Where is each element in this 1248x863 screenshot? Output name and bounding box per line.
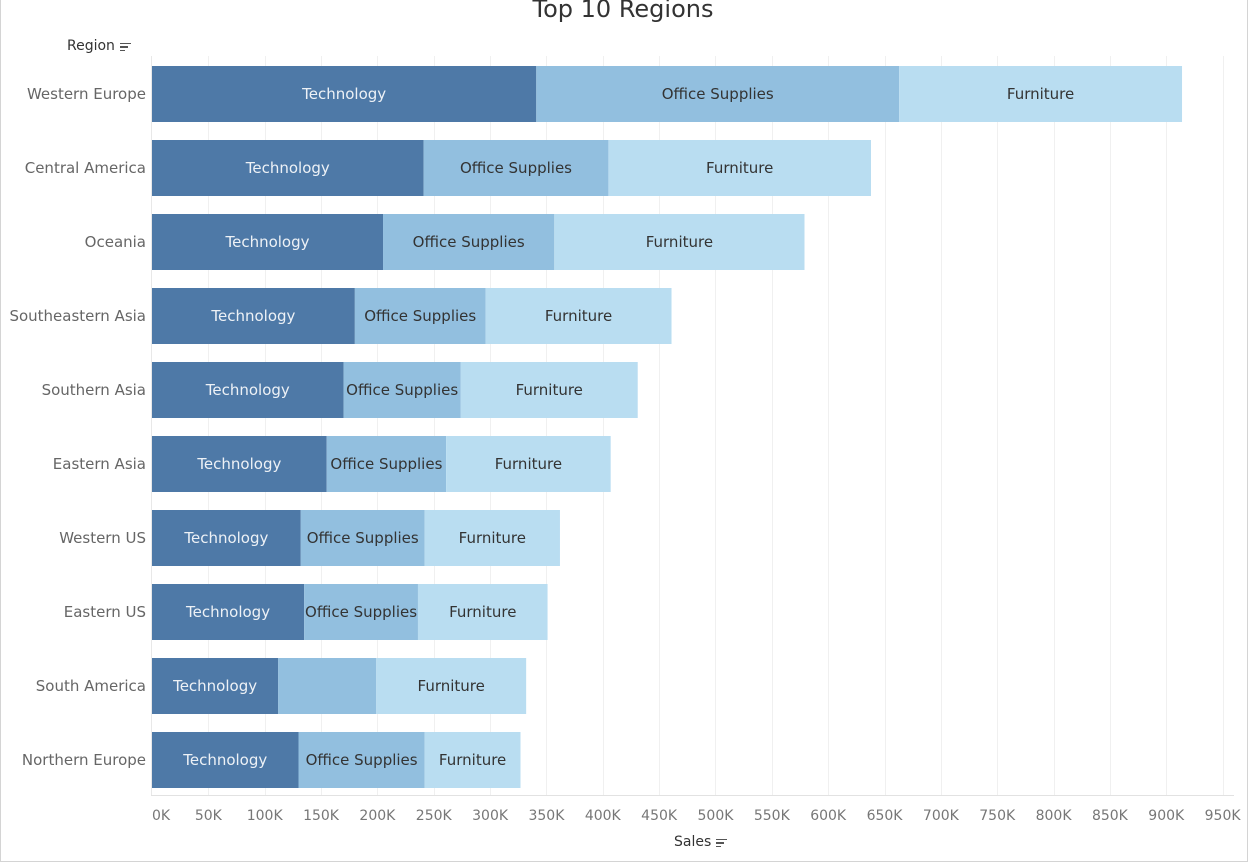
x-tick-label: 400K — [585, 808, 622, 824]
bar-segment[interactable] — [536, 66, 900, 122]
x-tick-label: 100K — [247, 808, 284, 824]
x-tick-label: 550K — [754, 808, 791, 824]
bar-segment-label: Office Supplies — [364, 307, 476, 325]
bar-segment-label: Furniture — [418, 677, 485, 695]
bar-segment[interactable] — [485, 288, 672, 344]
x-tick-label: 700K — [923, 808, 960, 824]
bar-segment[interactable] — [326, 436, 447, 492]
bar-segment-label: Technology — [205, 381, 290, 399]
bar-segment-label: Furniture — [439, 751, 506, 769]
bar-segment-label: Technology — [301, 85, 386, 103]
sales-axis-header[interactable]: Sales — [674, 834, 728, 850]
bar-segment[interactable] — [376, 658, 527, 714]
region-label: Western US — [59, 529, 146, 547]
x-tick-label: 600K — [810, 808, 847, 824]
bar-segment[interactable] — [417, 584, 548, 640]
bar-segment-label: Office Supplies — [330, 455, 442, 473]
region-label: Northern Europe — [22, 751, 146, 769]
bar-segment[interactable] — [304, 584, 418, 640]
bar-segment[interactable] — [152, 436, 327, 492]
bar-segment-label: Furniture — [1007, 85, 1074, 103]
bar-segment-label: Furniture — [459, 529, 526, 547]
bar-segment-label: Office Supplies — [662, 85, 774, 103]
bar-segment-label: Office Supplies — [460, 159, 572, 177]
bar-segment[interactable] — [460, 362, 638, 418]
bar-segment-label: Technology — [196, 455, 281, 473]
bar-segment[interactable] — [152, 214, 384, 270]
region-label: Southeastern Asia — [9, 307, 146, 325]
bar-segment[interactable] — [608, 140, 871, 196]
bar-segment[interactable] — [152, 510, 301, 566]
bar-segment[interactable] — [300, 510, 425, 566]
x-tick-label: 50K — [195, 808, 223, 824]
sales-axis-label: Sales — [674, 834, 712, 850]
bar-segment-label: Office Supplies — [307, 529, 419, 547]
x-tick-label: 300K — [472, 808, 509, 824]
x-tick-label: 450K — [641, 808, 678, 824]
bar-segment-label: Furniture — [516, 381, 583, 399]
bar-segment[interactable] — [152, 658, 279, 714]
bar-segment[interactable] — [899, 66, 1183, 122]
x-tick-label: 250K — [416, 808, 453, 824]
bar-segment-label: Furniture — [646, 233, 713, 251]
bar-segment-label: Technology — [182, 751, 267, 769]
x-tick-label: 650K — [867, 808, 904, 824]
bar-segment-label: Technology — [245, 159, 330, 177]
sort-icon[interactable] — [716, 837, 728, 848]
bar-segment[interactable] — [152, 288, 355, 344]
bar-segment-label: Furniture — [706, 159, 773, 177]
bar-segment[interactable] — [278, 658, 377, 714]
bar-segment-label: Technology — [224, 233, 309, 251]
bar-segment[interactable] — [424, 732, 521, 788]
x-tick-label: 800K — [1036, 808, 1073, 824]
region-field-header[interactable]: Region — [67, 38, 131, 54]
bar-segment[interactable] — [152, 584, 305, 640]
bar-segment-label: Technology — [172, 677, 257, 695]
x-tick-label: 150K — [303, 808, 340, 824]
x-tick-label: 500K — [698, 808, 735, 824]
bar-segment[interactable] — [152, 66, 537, 122]
bar-segment[interactable] — [446, 436, 611, 492]
bar-segment[interactable] — [354, 288, 486, 344]
x-tick-label: 750K — [979, 808, 1016, 824]
region-label: South America — [36, 677, 146, 695]
region-field-label: Region — [67, 38, 115, 54]
bar-segment[interactable] — [152, 140, 424, 196]
region-label: Southern Asia — [42, 381, 146, 399]
region-label: Central America — [25, 159, 146, 177]
bar-segment-label: Office Supplies — [306, 751, 418, 769]
bar-segment[interactable] — [152, 362, 344, 418]
bar-segment[interactable] — [424, 510, 560, 566]
bar-segment[interactable] — [298, 732, 425, 788]
bar-segment-label: Office Supplies — [346, 381, 458, 399]
x-tick-label: 350K — [528, 808, 565, 824]
bar-segment[interactable] — [152, 732, 299, 788]
chart-title: Top 10 Regions — [532, 0, 714, 23]
region-label: Oceania — [85, 233, 146, 251]
x-tick-label: 0K — [152, 808, 171, 824]
bar-segment-label: Technology — [210, 307, 295, 325]
bar-segment-label: Office Supplies — [413, 233, 525, 251]
bar-segment[interactable] — [343, 362, 461, 418]
x-tick-label: 200K — [359, 808, 396, 824]
bar-segment-label: Office Supplies — [305, 603, 417, 621]
x-tick-label: 950K — [1205, 808, 1242, 824]
bar-segment-label: Furniture — [449, 603, 516, 621]
region-label: Eastern Asia — [53, 455, 146, 473]
bar-segment-label: Furniture — [495, 455, 562, 473]
bar-segment-label: Technology — [185, 603, 270, 621]
bar-segment[interactable] — [554, 214, 805, 270]
region-label: Eastern US — [64, 603, 146, 621]
bar-segment[interactable] — [383, 214, 555, 270]
bar-segment-label: Technology — [183, 529, 268, 547]
bar-segment-label: Furniture — [545, 307, 612, 325]
x-tick-label: 900K — [1148, 808, 1185, 824]
sort-icon[interactable] — [119, 41, 131, 52]
bar-segment[interactable] — [423, 140, 609, 196]
x-tick-label: 850K — [1092, 808, 1129, 824]
region-label: Western Europe — [27, 85, 146, 103]
